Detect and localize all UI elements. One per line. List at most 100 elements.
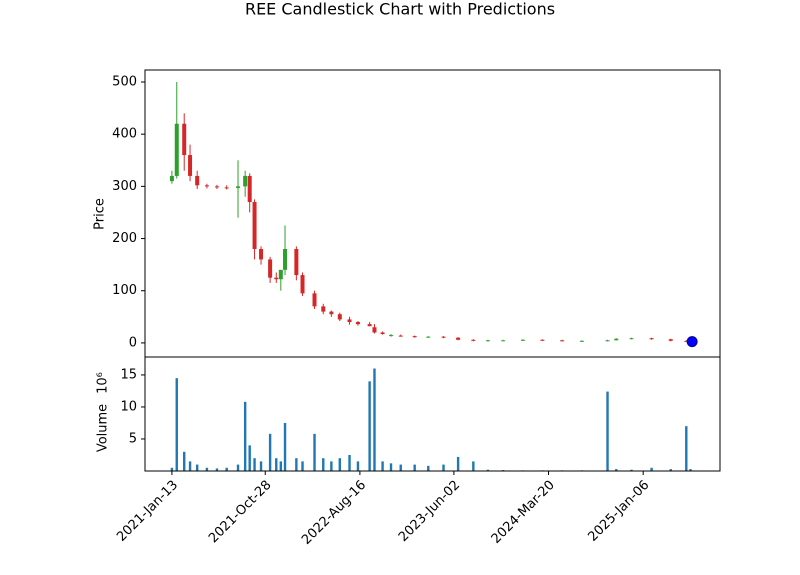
volume-bar	[330, 461, 333, 471]
volume-axis-label: Volume	[96, 404, 111, 452]
volume-bar	[413, 464, 416, 471]
candle-body	[398, 335, 403, 337]
volume-bar	[348, 454, 351, 471]
volume-bar	[268, 433, 272, 471]
volume-bar	[279, 461, 283, 471]
candle-body	[243, 175, 248, 187]
volume-bar	[253, 458, 256, 471]
candle-body	[329, 311, 334, 315]
candle-body	[426, 336, 431, 338]
candle-body	[629, 338, 634, 340]
x-tick-label: 2025-Jan-06	[585, 478, 652, 545]
candle-body	[372, 327, 377, 333]
volume-bar	[275, 458, 278, 471]
candle-body	[456, 337, 461, 340]
volume-bar	[368, 381, 371, 471]
x-tick-label: 2022-Aug-16	[299, 478, 369, 548]
candle-body	[204, 185, 209, 187]
candle-body	[355, 322, 360, 325]
candle-body	[441, 336, 446, 338]
candle-body	[274, 277, 279, 280]
volume-y-tick-label: 5	[129, 431, 137, 446]
candle-body	[259, 248, 264, 260]
volume-bar	[389, 463, 393, 471]
candle-body	[236, 186, 241, 188]
x-tick-label: 2021-Jan-13	[114, 478, 181, 545]
volume-bar	[472, 461, 475, 471]
candle-body	[471, 339, 476, 341]
candle-body	[182, 123, 187, 156]
candle-body	[347, 319, 352, 323]
candle-body	[649, 338, 654, 340]
candle-body	[501, 340, 506, 342]
volume-bar	[650, 467, 653, 471]
volume-bar	[205, 467, 209, 471]
volume-bar	[313, 433, 316, 471]
volume-bar	[225, 467, 228, 471]
y-tick-label: 100	[112, 283, 137, 298]
volume-bar	[399, 464, 402, 471]
volume-bar	[689, 469, 692, 471]
candle-body	[195, 175, 200, 186]
volume-bar	[295, 458, 298, 471]
volume-bar	[188, 461, 192, 471]
volume-bar	[456, 456, 460, 471]
volume-bar	[685, 426, 688, 471]
volume-bar	[175, 378, 178, 471]
volume-bar	[215, 468, 219, 471]
y-tick-label: 0	[129, 335, 137, 350]
volume-bar	[427, 465, 430, 471]
candle-body	[560, 340, 565, 342]
volume-bar	[338, 458, 341, 471]
y-tick-label: 500	[112, 75, 137, 90]
volume-offset-label: 10⁶	[96, 372, 111, 394]
candle-body	[169, 175, 174, 182]
candle-body	[380, 332, 385, 335]
volume-bar	[243, 401, 247, 471]
candle-body	[224, 187, 229, 189]
volume-bar	[606, 391, 609, 471]
candle-body	[389, 335, 394, 337]
volume-bar	[486, 469, 490, 471]
candle-body	[367, 324, 372, 327]
volume-bar	[442, 464, 445, 471]
volume-bar	[283, 422, 287, 471]
candle-body	[684, 340, 689, 342]
price-axes-frame	[144, 69, 721, 358]
candle-body	[247, 175, 252, 203]
candle-body	[278, 269, 283, 280]
volume-bar	[615, 469, 618, 471]
prediction-point	[686, 336, 698, 348]
candle-body	[283, 248, 288, 270]
chart-title: REE Candlestick Chart with Predictions	[245, 0, 555, 19]
volume-y-tick-label: 10	[120, 399, 137, 414]
volume-axes-frame	[144, 356, 721, 472]
volume-bar	[248, 445, 251, 471]
volume-bar	[236, 464, 240, 471]
candle-body	[579, 340, 584, 342]
volume-y-tick-label: 15	[120, 367, 137, 382]
volume-bar	[630, 469, 633, 471]
y-axis-label: Price	[93, 198, 108, 230]
volume-bar	[183, 451, 186, 471]
candle-body	[605, 340, 610, 342]
x-tick-label: 2021-Oct-28	[206, 478, 274, 546]
x-tick-label: 2024-Mar-20	[489, 478, 558, 547]
candle-body	[268, 259, 273, 278]
candle-body	[312, 293, 317, 307]
candle-body	[412, 336, 417, 338]
candle-body	[214, 186, 219, 188]
candle-body	[252, 202, 257, 249]
volume-bar	[301, 461, 304, 471]
y-tick-label: 300	[112, 179, 137, 194]
candle-body	[337, 314, 342, 320]
volume-bar	[322, 458, 325, 471]
y-tick-label: 200	[112, 231, 137, 246]
candle-body	[294, 248, 299, 276]
candle-body	[668, 339, 673, 341]
candle-body	[485, 340, 490, 342]
candle-body	[614, 338, 619, 341]
volume-bar	[195, 464, 199, 471]
candle-body	[321, 306, 326, 312]
